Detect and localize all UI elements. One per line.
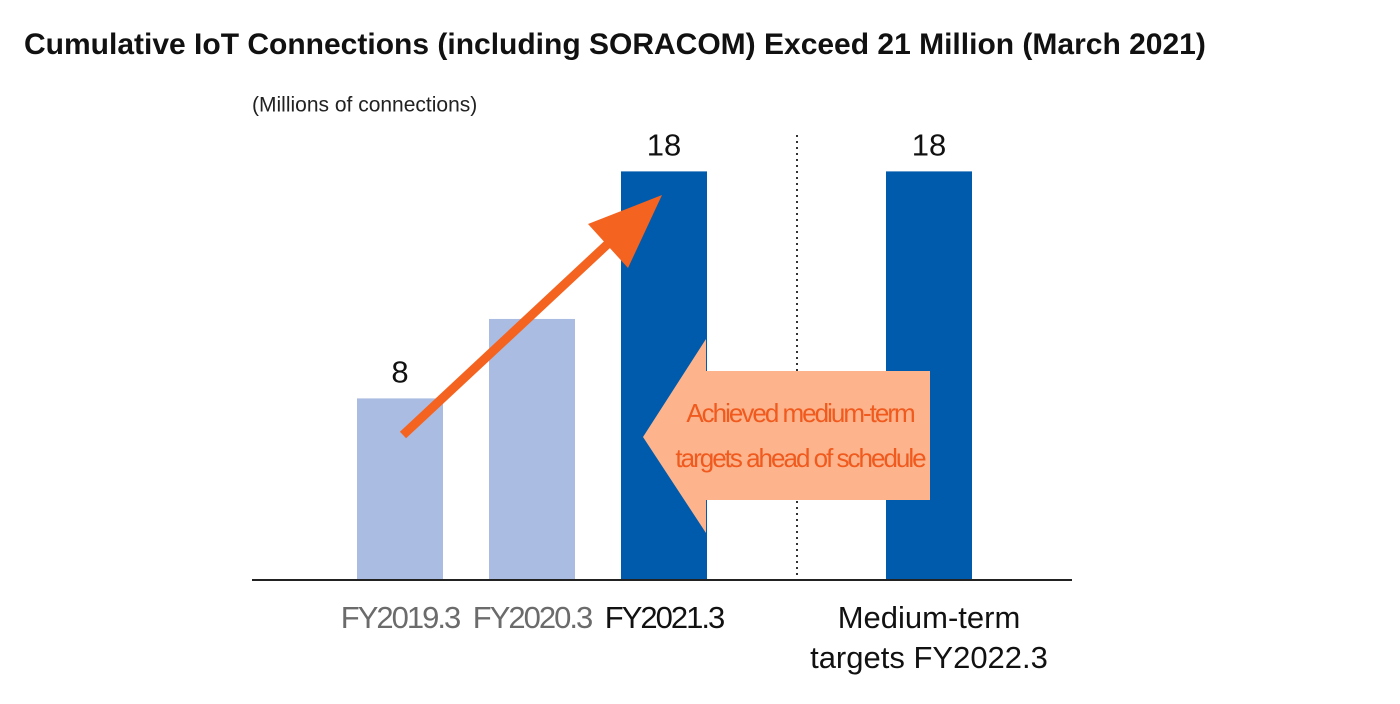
annotation: targets ahead of schedule xyxy=(675,443,926,473)
annotation-arrow xyxy=(643,339,930,533)
value-label: 18 xyxy=(912,128,946,163)
annotation: Achieved medium-term xyxy=(686,398,914,428)
growth-arrow xyxy=(399,236,616,439)
bar xyxy=(489,318,575,580)
value-label: 8 xyxy=(391,355,408,390)
bar xyxy=(357,398,443,580)
growth-arrow-head xyxy=(588,195,662,268)
value-label: 18 xyxy=(647,128,681,163)
x-tick-label: FY2020.3 xyxy=(472,600,593,635)
x-tick-label: Medium-term targets FY2022.3 xyxy=(810,600,1048,675)
y-axis-label: (Millions of connections) xyxy=(252,94,477,117)
x-tick-label: FY2021.3 xyxy=(604,600,725,635)
x-tick-label: FY2019.3 xyxy=(340,600,461,635)
chart-title: Cumulative IoT Connections (including SO… xyxy=(24,28,1206,61)
